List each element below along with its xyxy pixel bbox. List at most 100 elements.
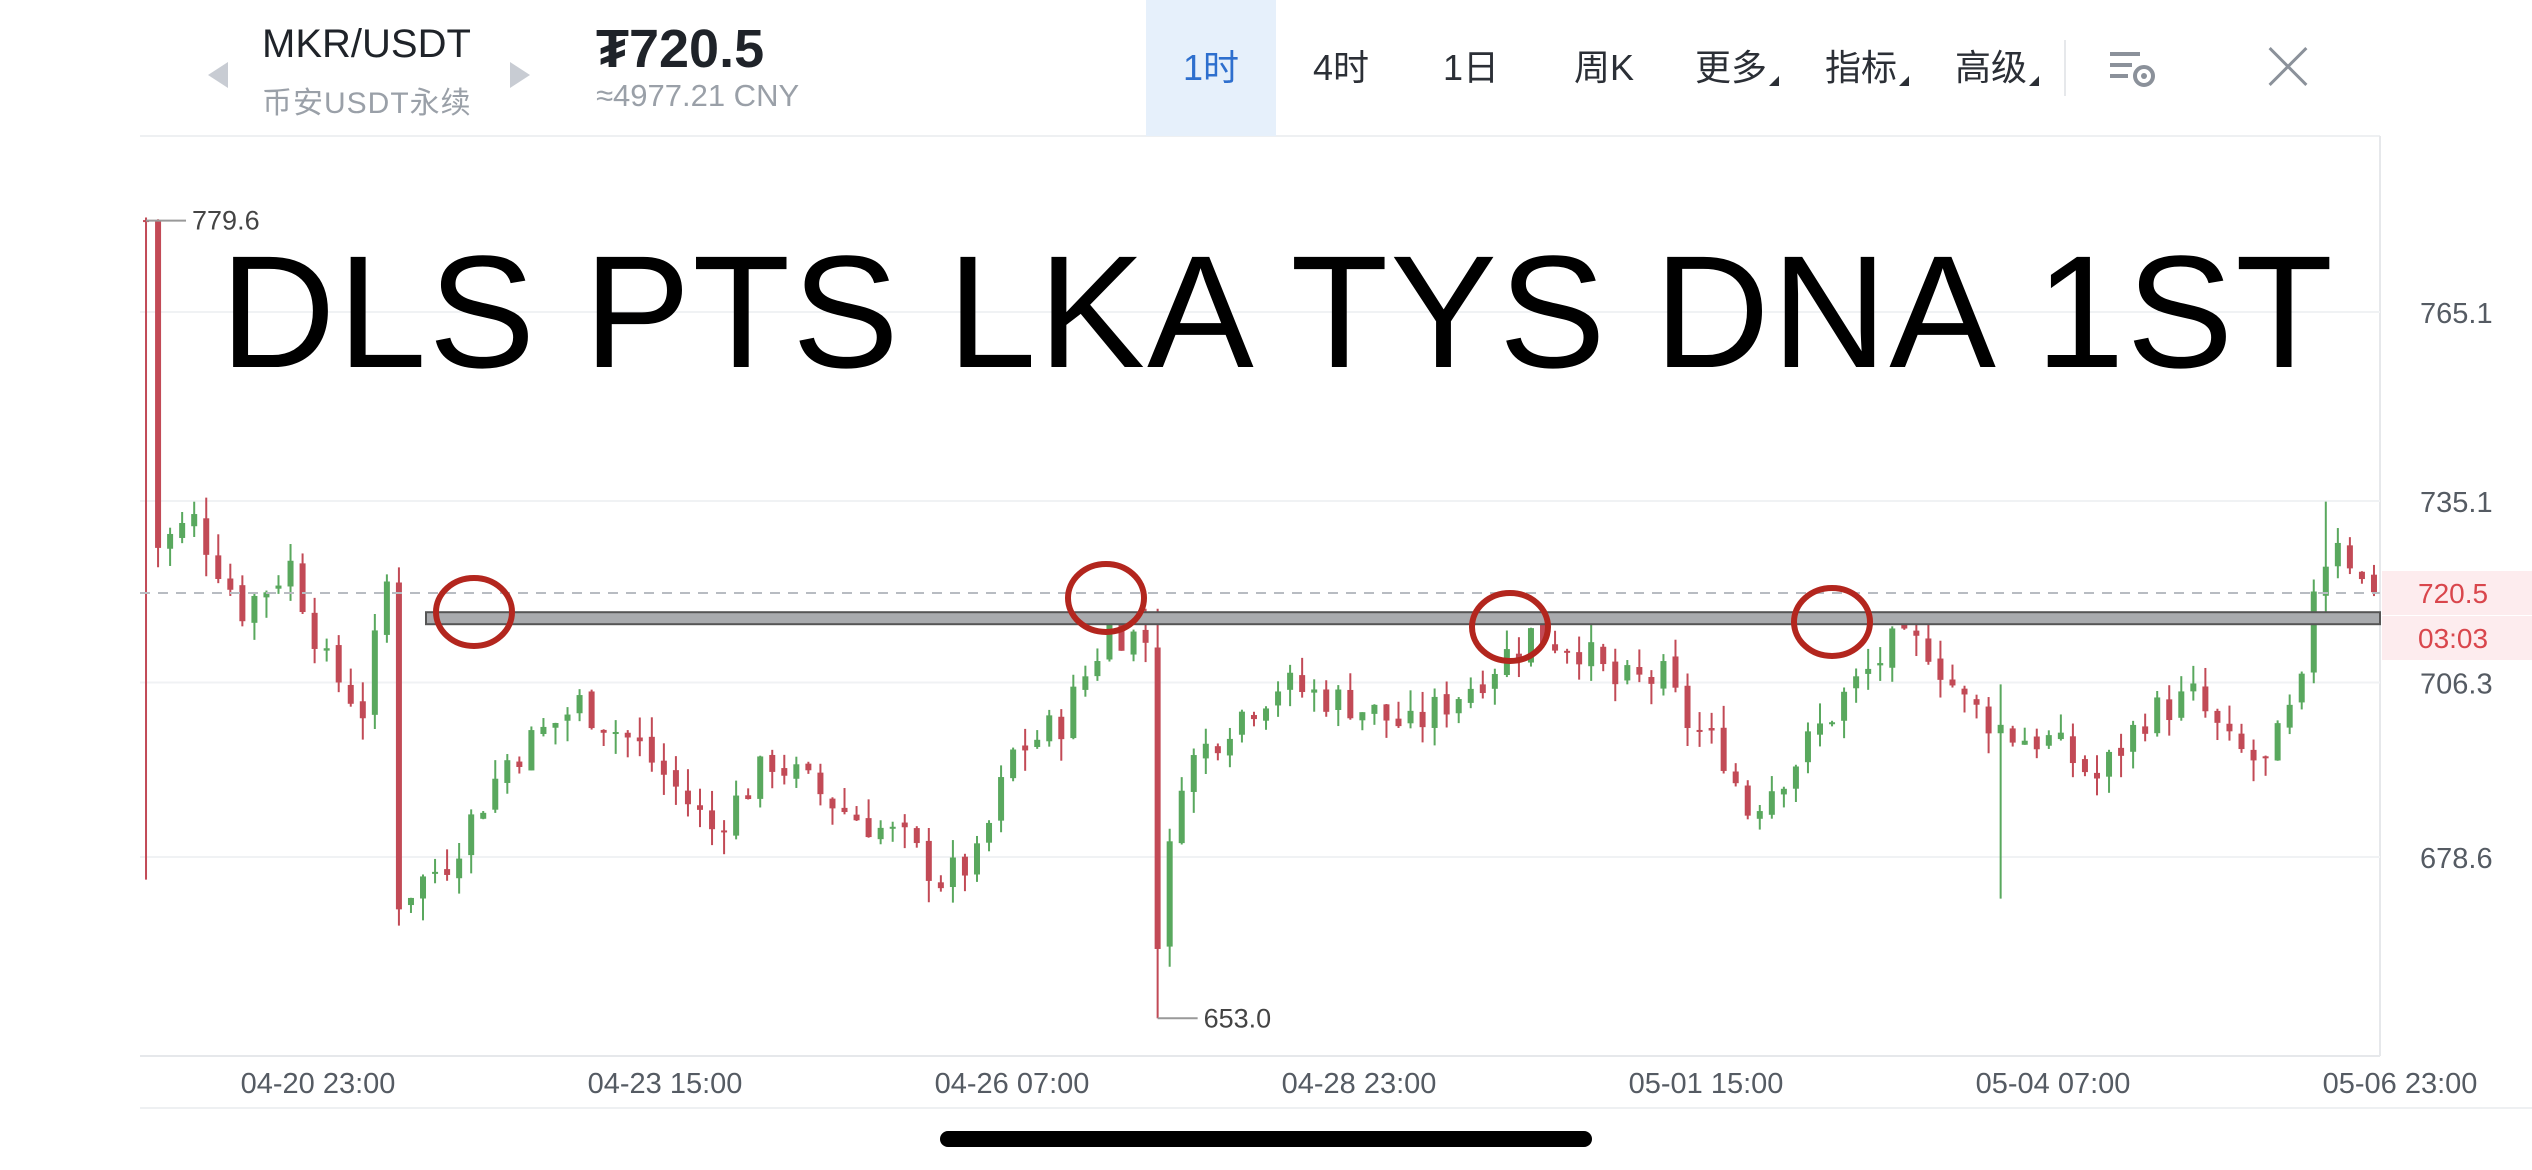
- prev-pair-arrow-icon[interactable]: [208, 62, 228, 88]
- candle-body: [1552, 644, 1559, 651]
- countdown-bg: [2382, 616, 2532, 661]
- candle-body: [1829, 722, 1836, 725]
- candle-body: [2202, 686, 2209, 712]
- candle-body: [1166, 841, 1173, 947]
- candle-body: [1732, 771, 1739, 784]
- candle-body: [263, 592, 270, 598]
- candle-body: [383, 581, 390, 635]
- candle-body: [1600, 646, 1607, 665]
- candle-body: [1491, 674, 1498, 689]
- candle-body: [1094, 661, 1101, 677]
- next-pair-arrow-icon[interactable]: [510, 62, 530, 88]
- candle-body: [1889, 628, 1896, 668]
- candle-body: [1419, 711, 1426, 728]
- dropdown-triangle-icon: [1769, 76, 1779, 86]
- candle-body: [444, 869, 451, 875]
- candle-body: [191, 514, 198, 527]
- candle-body: [432, 871, 439, 874]
- candle-body: [709, 810, 716, 830]
- candle-body: [793, 764, 800, 779]
- candle-body: [733, 795, 740, 836]
- candle-body: [1467, 688, 1474, 703]
- tab-more[interactable]: 更多: [1672, 0, 1802, 136]
- last-price: ₮720.5: [596, 19, 765, 79]
- candle-body: [2045, 735, 2052, 746]
- candle-body: [2274, 723, 2281, 761]
- candle-body: [1684, 685, 1691, 729]
- candle-body: [1407, 710, 1414, 724]
- candle-body: [1058, 716, 1065, 740]
- chart-grid: [140, 135, 2532, 1109]
- candle-body: [660, 760, 667, 775]
- candle-body: [480, 812, 487, 819]
- candle-body: [913, 828, 920, 844]
- candle-body: [841, 807, 848, 813]
- candle-body: [504, 760, 511, 783]
- low-label: 653.0: [1204, 1003, 1272, 1033]
- candle-body: [516, 761, 523, 767]
- candle-body: [1985, 706, 1992, 734]
- candle-body: [2238, 733, 2245, 750]
- candle-body: [407, 897, 414, 906]
- candle-body: [2069, 736, 2076, 764]
- x-tick-label: 04-26 07:00: [935, 1068, 1090, 1100]
- resistance-band[interactable]: [425, 611, 2381, 626]
- candle-body: [155, 220, 162, 548]
- candle-body: [1395, 718, 1402, 727]
- candle-body: [636, 737, 643, 742]
- candle-body: [2106, 751, 2113, 777]
- candle-body: [371, 630, 378, 715]
- header-bar: MKR/USDT 币安USDT永续 ₮720.5 ≈4977.21 CNY 1时…: [0, 0, 2532, 136]
- chart-settings-icon[interactable]: [2108, 46, 2156, 90]
- candle-body: [1768, 791, 1775, 815]
- candle-body: [1118, 624, 1125, 651]
- candle-body: [2298, 673, 2305, 703]
- candle-body: [1323, 689, 1330, 712]
- overlay-caption: DLS PTS LKA TYS DNA 1ST: [220, 222, 2335, 401]
- candle-body: [1792, 766, 1799, 789]
- candle-body: [1130, 631, 1137, 655]
- candle-body: [1347, 689, 1354, 719]
- tab-4h[interactable]: 4时: [1312, 47, 1370, 88]
- candle-body: [1841, 691, 1848, 721]
- candle-body: [1780, 788, 1787, 795]
- candle-body: [817, 772, 824, 795]
- candle-body: [612, 732, 619, 735]
- candle-body: [937, 882, 944, 889]
- tab-weekly[interactable]: 周K: [1573, 47, 1634, 88]
- price-tag-bg: [2382, 571, 2532, 616]
- candle-body: [215, 555, 222, 579]
- candle-body: [299, 563, 306, 613]
- candle-body: [1624, 665, 1631, 681]
- x-tick-label: 04-23 15:00: [588, 1068, 743, 1100]
- candle-body: [1106, 624, 1113, 660]
- marker-circle: [1791, 585, 1873, 659]
- candle-body: [287, 560, 294, 587]
- candle-body: [1720, 727, 1727, 771]
- candle-body: [2286, 704, 2293, 728]
- candle-body: [2370, 574, 2377, 593]
- tab-1d[interactable]: 1日: [1442, 47, 1500, 88]
- divider: [2064, 40, 2066, 96]
- candle-body: [1190, 755, 1197, 792]
- candle-body: [648, 736, 655, 763]
- candle-body: [672, 770, 679, 787]
- candle-body: [1756, 811, 1763, 819]
- candle-body: [961, 856, 968, 876]
- candle-body: [1335, 689, 1342, 710]
- candle-body: [1263, 708, 1270, 721]
- tab-advanced[interactable]: 高级: [1932, 0, 2062, 136]
- current-price-label: 720.5: [2418, 578, 2488, 609]
- close-icon[interactable]: [2268, 46, 2308, 86]
- candle-body: [2093, 772, 2100, 779]
- tab-indicators[interactable]: 指标: [1802, 0, 1932, 136]
- candle-body: [1515, 653, 1522, 658]
- tab-1h[interactable]: 1时: [1146, 0, 1276, 136]
- candle-body: [468, 814, 475, 856]
- pair-name[interactable]: MKR/USDT: [262, 22, 471, 66]
- candle-body: [1250, 715, 1257, 720]
- candle-body: [901, 822, 908, 828]
- candle-body: [335, 645, 342, 683]
- candle-body: [2009, 728, 2016, 743]
